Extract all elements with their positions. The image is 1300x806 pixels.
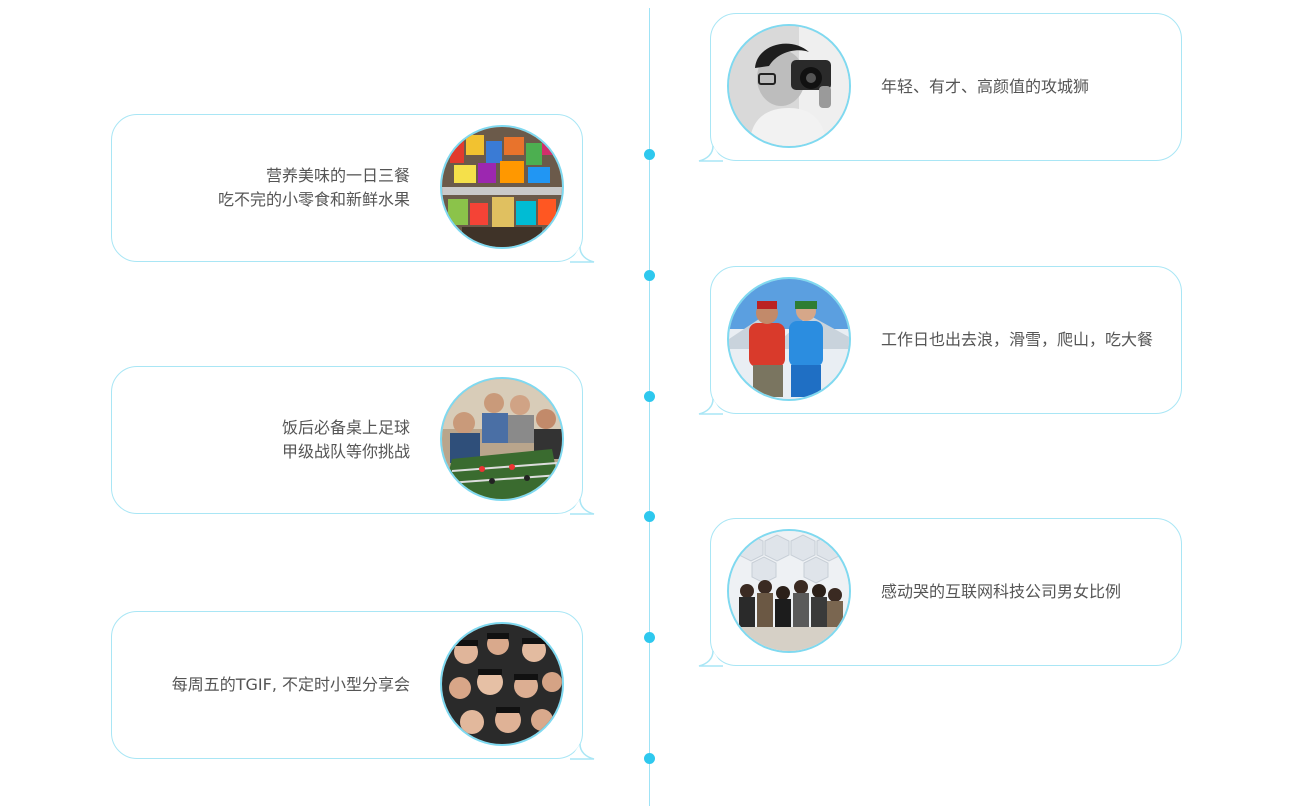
timeline-line [649, 8, 650, 806]
timeline-dot [644, 511, 655, 522]
bubble-tail [698, 650, 723, 667]
timeline-card: 饭后必备桌上足球 甲级战队等你挑战 [111, 366, 595, 515]
photographer-portrait-photo [727, 24, 851, 148]
caption-line: 每周五的TGIF, 不定时小型分享会 [171, 675, 410, 694]
bubble-tail [570, 498, 595, 515]
card-caption: 每周五的TGIF, 不定时小型分享会 [172, 612, 410, 758]
timeline-card: 工作日也出去浪，滑雪，爬山，吃大餐 [698, 266, 1182, 415]
caption-line: 年轻、有才、高颜值的攻城狮 [881, 77, 1090, 96]
timeline-dot [644, 149, 655, 160]
caption-line: 甲级战队等你挑战 [281, 442, 410, 461]
card-caption: 工作日也出去浪，滑雪，爬山，吃大餐 [881, 267, 1153, 413]
card-caption: 营养美味的一日三餐 吃不完的小零食和新鲜水果 [218, 115, 410, 261]
timeline-dot [644, 632, 655, 643]
timeline-card: 年轻、有才、高颜值的攻城狮 [698, 13, 1182, 162]
timeline-dot [644, 753, 655, 764]
caption-line: 饭后必备桌上足球 [281, 418, 410, 437]
timeline-card: 营养美味的一日三餐 吃不完的小零食和新鲜水果 [111, 114, 595, 263]
card-caption: 年轻、有才、高颜值的攻城狮 [881, 14, 1089, 160]
foosball-game-photo [440, 377, 564, 501]
caption-line: 营养美味的一日三餐 [265, 166, 410, 185]
bubble-tail [570, 246, 595, 263]
team-group-photo [727, 529, 851, 653]
timeline-card: 感动哭的互联网科技公司男女比例 [698, 518, 1182, 667]
caption-line: 工作日也出去浪，滑雪，爬山，吃大餐 [881, 330, 1154, 349]
snacks-fridge-photo [440, 125, 564, 249]
caption-line: 感动哭的互联网科技公司男女比例 [881, 582, 1122, 601]
bubble-tail [570, 743, 595, 760]
bubble-tail [698, 145, 723, 162]
bubble-tail [698, 398, 723, 415]
card-caption: 饭后必备桌上足球 甲级战队等你挑战 [282, 367, 410, 513]
timeline-dot [644, 270, 655, 281]
tgif-party-photo [440, 622, 564, 746]
card-caption: 感动哭的互联网科技公司男女比例 [881, 519, 1121, 665]
skiing-couple-photo [727, 277, 851, 401]
timeline-dot [644, 391, 655, 402]
caption-line: 吃不完的小零食和新鲜水果 [217, 190, 410, 209]
timeline-card: 每周五的TGIF, 不定时小型分享会 [111, 611, 595, 760]
